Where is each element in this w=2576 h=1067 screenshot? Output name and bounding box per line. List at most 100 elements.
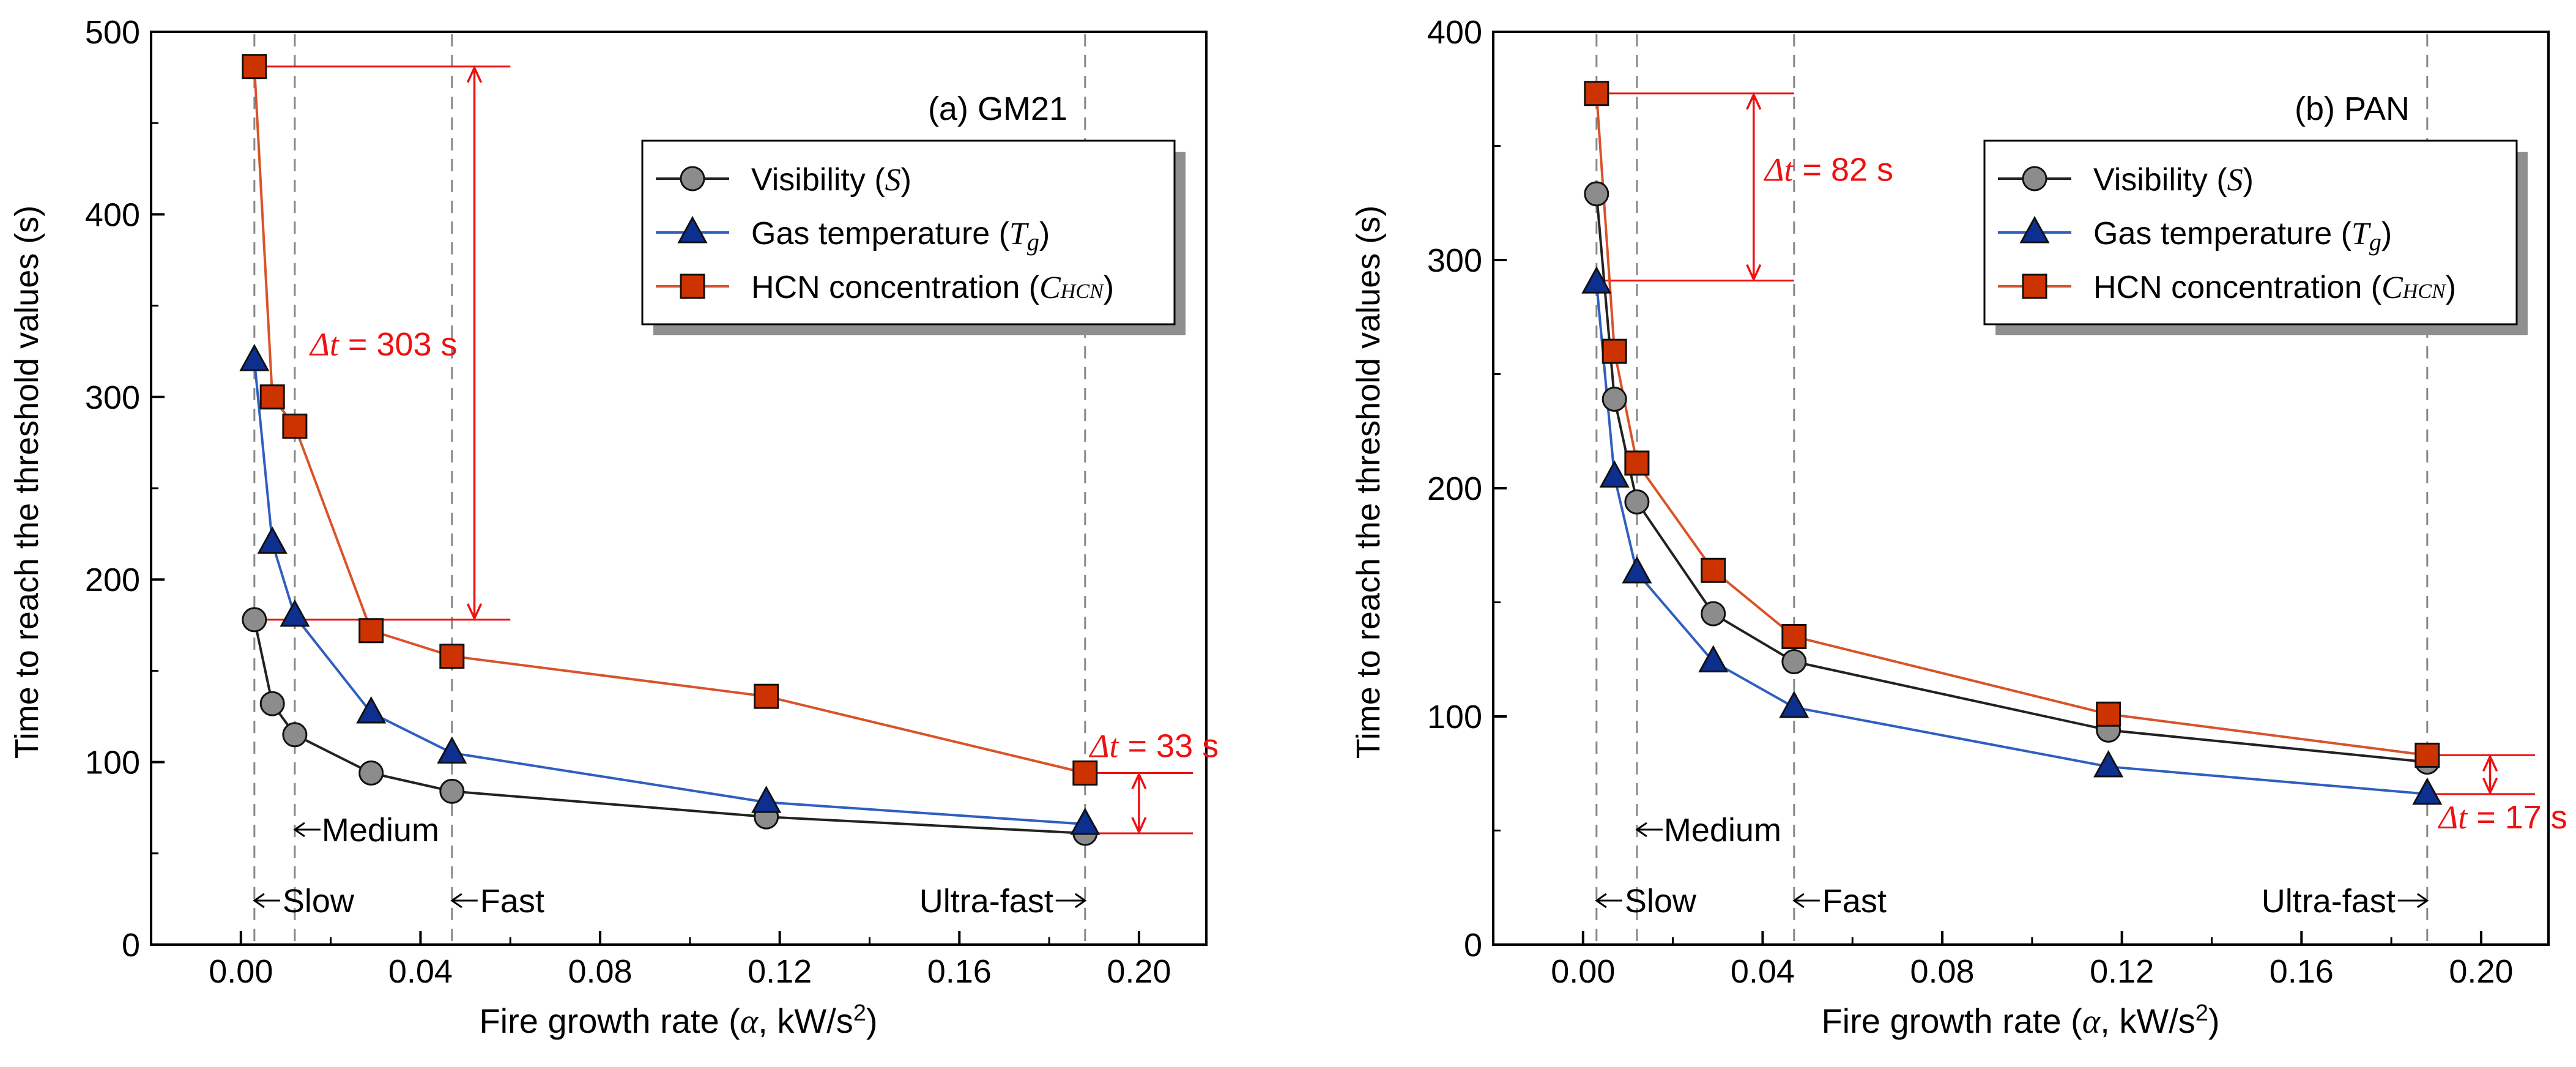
data-point xyxy=(1622,556,1652,584)
x-tick-label: 0.20 xyxy=(2449,953,2513,990)
delta-symbol: Δt xyxy=(309,326,340,363)
legend-marker xyxy=(677,215,708,244)
data-point xyxy=(1698,645,1729,672)
chart-title: (b) PAN xyxy=(2295,91,2410,127)
x-tick-label: 0.08 xyxy=(568,953,632,990)
x-axis-label: Fire growth rate (α, kW/s2) xyxy=(1821,1000,2219,1041)
data-point xyxy=(2415,742,2440,768)
delta-symbol: Δt xyxy=(1764,152,1795,188)
x-tick-label: 0.04 xyxy=(388,953,453,990)
regime-label-medium: Medium xyxy=(1664,812,1781,849)
regime-label-fast: Fast xyxy=(480,883,544,920)
legend-label: Visibility (S) xyxy=(2093,162,2254,198)
data-point xyxy=(1072,760,1098,786)
data-point xyxy=(1584,181,1609,207)
data-point xyxy=(1624,450,1650,476)
delta-annotation-label: Δt = 82 s xyxy=(1764,152,1893,188)
data-point xyxy=(2096,701,2121,727)
y-tick-label: 200 xyxy=(85,562,140,598)
regime-label-fast: Fast xyxy=(1822,883,1887,920)
data-series xyxy=(239,54,1101,846)
data-point xyxy=(280,599,310,627)
data-point xyxy=(358,760,384,786)
delta-arrowhead xyxy=(2482,778,2498,796)
regime-label-slow: Slow xyxy=(283,883,355,920)
data-point xyxy=(1779,690,1810,718)
delta-symbol: Δt xyxy=(1089,728,1120,765)
y-tick-label: 0 xyxy=(122,927,140,964)
legend-label: HCN concentration (CHCN) xyxy=(2093,270,2456,305)
legend-box xyxy=(641,139,1176,325)
delta-arrowhead xyxy=(1131,817,1147,835)
data-point xyxy=(242,607,267,633)
legend-label: Visibility (S) xyxy=(751,162,911,198)
y-axis-ticks: 0 100 200 300 400 xyxy=(1427,14,1507,964)
data-point xyxy=(439,644,465,669)
x-tick-label: 0.00 xyxy=(1551,953,1615,990)
x-tick-label: 0.12 xyxy=(2090,953,2154,990)
y-axis-ticks: 0 100 200 300 400 500 xyxy=(85,14,165,964)
data-point xyxy=(239,344,270,371)
x-tick-label: 0.16 xyxy=(2270,953,2334,990)
x-tick-label: 0.20 xyxy=(1107,953,1171,990)
fast-arrowhead xyxy=(1792,893,1805,909)
y-axis-label: Time to reach the threshold values (s) xyxy=(9,206,45,759)
medium-arrowhead xyxy=(1635,822,1647,838)
data-point xyxy=(437,736,467,764)
delta-value: = 17 s xyxy=(2467,799,2567,836)
delta-arrowhead xyxy=(1746,92,1762,110)
data-point xyxy=(754,683,779,709)
data-point xyxy=(356,696,387,724)
delta-value: = 303 s xyxy=(339,326,458,363)
data-point xyxy=(358,618,384,644)
panel-pan: Time to reach the threshold values (s) 0… xyxy=(1350,14,2567,1041)
panel-gm21: Time to reach the threshold values (s) 0… xyxy=(9,14,1219,1041)
regime-label-medium: Medium xyxy=(322,812,439,849)
data-point xyxy=(1602,387,1627,412)
data-point xyxy=(751,786,782,813)
data-point xyxy=(1781,623,1807,649)
delta-arrowhead xyxy=(466,65,483,83)
data-point xyxy=(2412,777,2443,805)
y-tick-label: 200 xyxy=(1427,470,1482,507)
x-axis-ticks: 0.00 0.04 0.08 0.12 0.16 0.20 xyxy=(1551,931,2513,990)
x-axis-label: Fire growth rate (α, kW/s2) xyxy=(479,1000,877,1041)
delta-annotations: Δt = 82 sΔt = 17 s xyxy=(1596,92,2567,836)
y-tick-label: 500 xyxy=(85,14,140,51)
data-point xyxy=(1701,601,1726,626)
regime-label-ultrafast: Ultra-fast xyxy=(2262,883,2396,920)
y-tick-label: 400 xyxy=(85,196,140,233)
x-tick-label: 0.04 xyxy=(1731,953,1795,990)
legend-label: Gas temperature (Tg) xyxy=(751,216,1050,256)
delta-annotation-label: Δt = 17 s xyxy=(2437,799,2567,836)
data-point xyxy=(282,722,308,748)
data-point xyxy=(259,691,285,716)
data-point xyxy=(1701,557,1726,583)
legend-label: HCN concentration (CHCN) xyxy=(751,270,1114,305)
data-point xyxy=(1624,489,1650,515)
data-point xyxy=(1584,81,1609,106)
data-point xyxy=(259,384,285,410)
legend-marker xyxy=(680,166,705,191)
series-line xyxy=(253,360,1085,826)
chart-title: (a) GM21 xyxy=(928,91,1067,127)
delta-annotation-label: Δt = 303 s xyxy=(309,326,457,363)
x-tick-label: 0.08 xyxy=(1910,953,1974,990)
y-tick-label: 300 xyxy=(85,379,140,416)
series-line xyxy=(1595,283,2427,795)
y-tick-label: 0 xyxy=(1464,927,1482,964)
y-tick-label: 300 xyxy=(1427,242,1482,279)
x-tick-label: 0.00 xyxy=(209,953,273,990)
legend-marker xyxy=(2022,166,2047,191)
regime-label-ultrafast: Ultra-fast xyxy=(919,883,1053,920)
ultrafast-arrowhead xyxy=(2416,893,2429,909)
y-tick-label: 100 xyxy=(85,745,140,781)
delta-arrowhead xyxy=(1131,771,1147,790)
delta-annotations: Δt = 303 sΔt = 33 s xyxy=(254,65,1219,835)
data-point xyxy=(282,414,308,439)
legend-box xyxy=(1983,139,2518,325)
delta-arrowhead xyxy=(466,603,483,622)
x-tick-label: 0.12 xyxy=(748,953,812,990)
data-point xyxy=(1070,807,1101,835)
data-point xyxy=(2093,749,2124,778)
